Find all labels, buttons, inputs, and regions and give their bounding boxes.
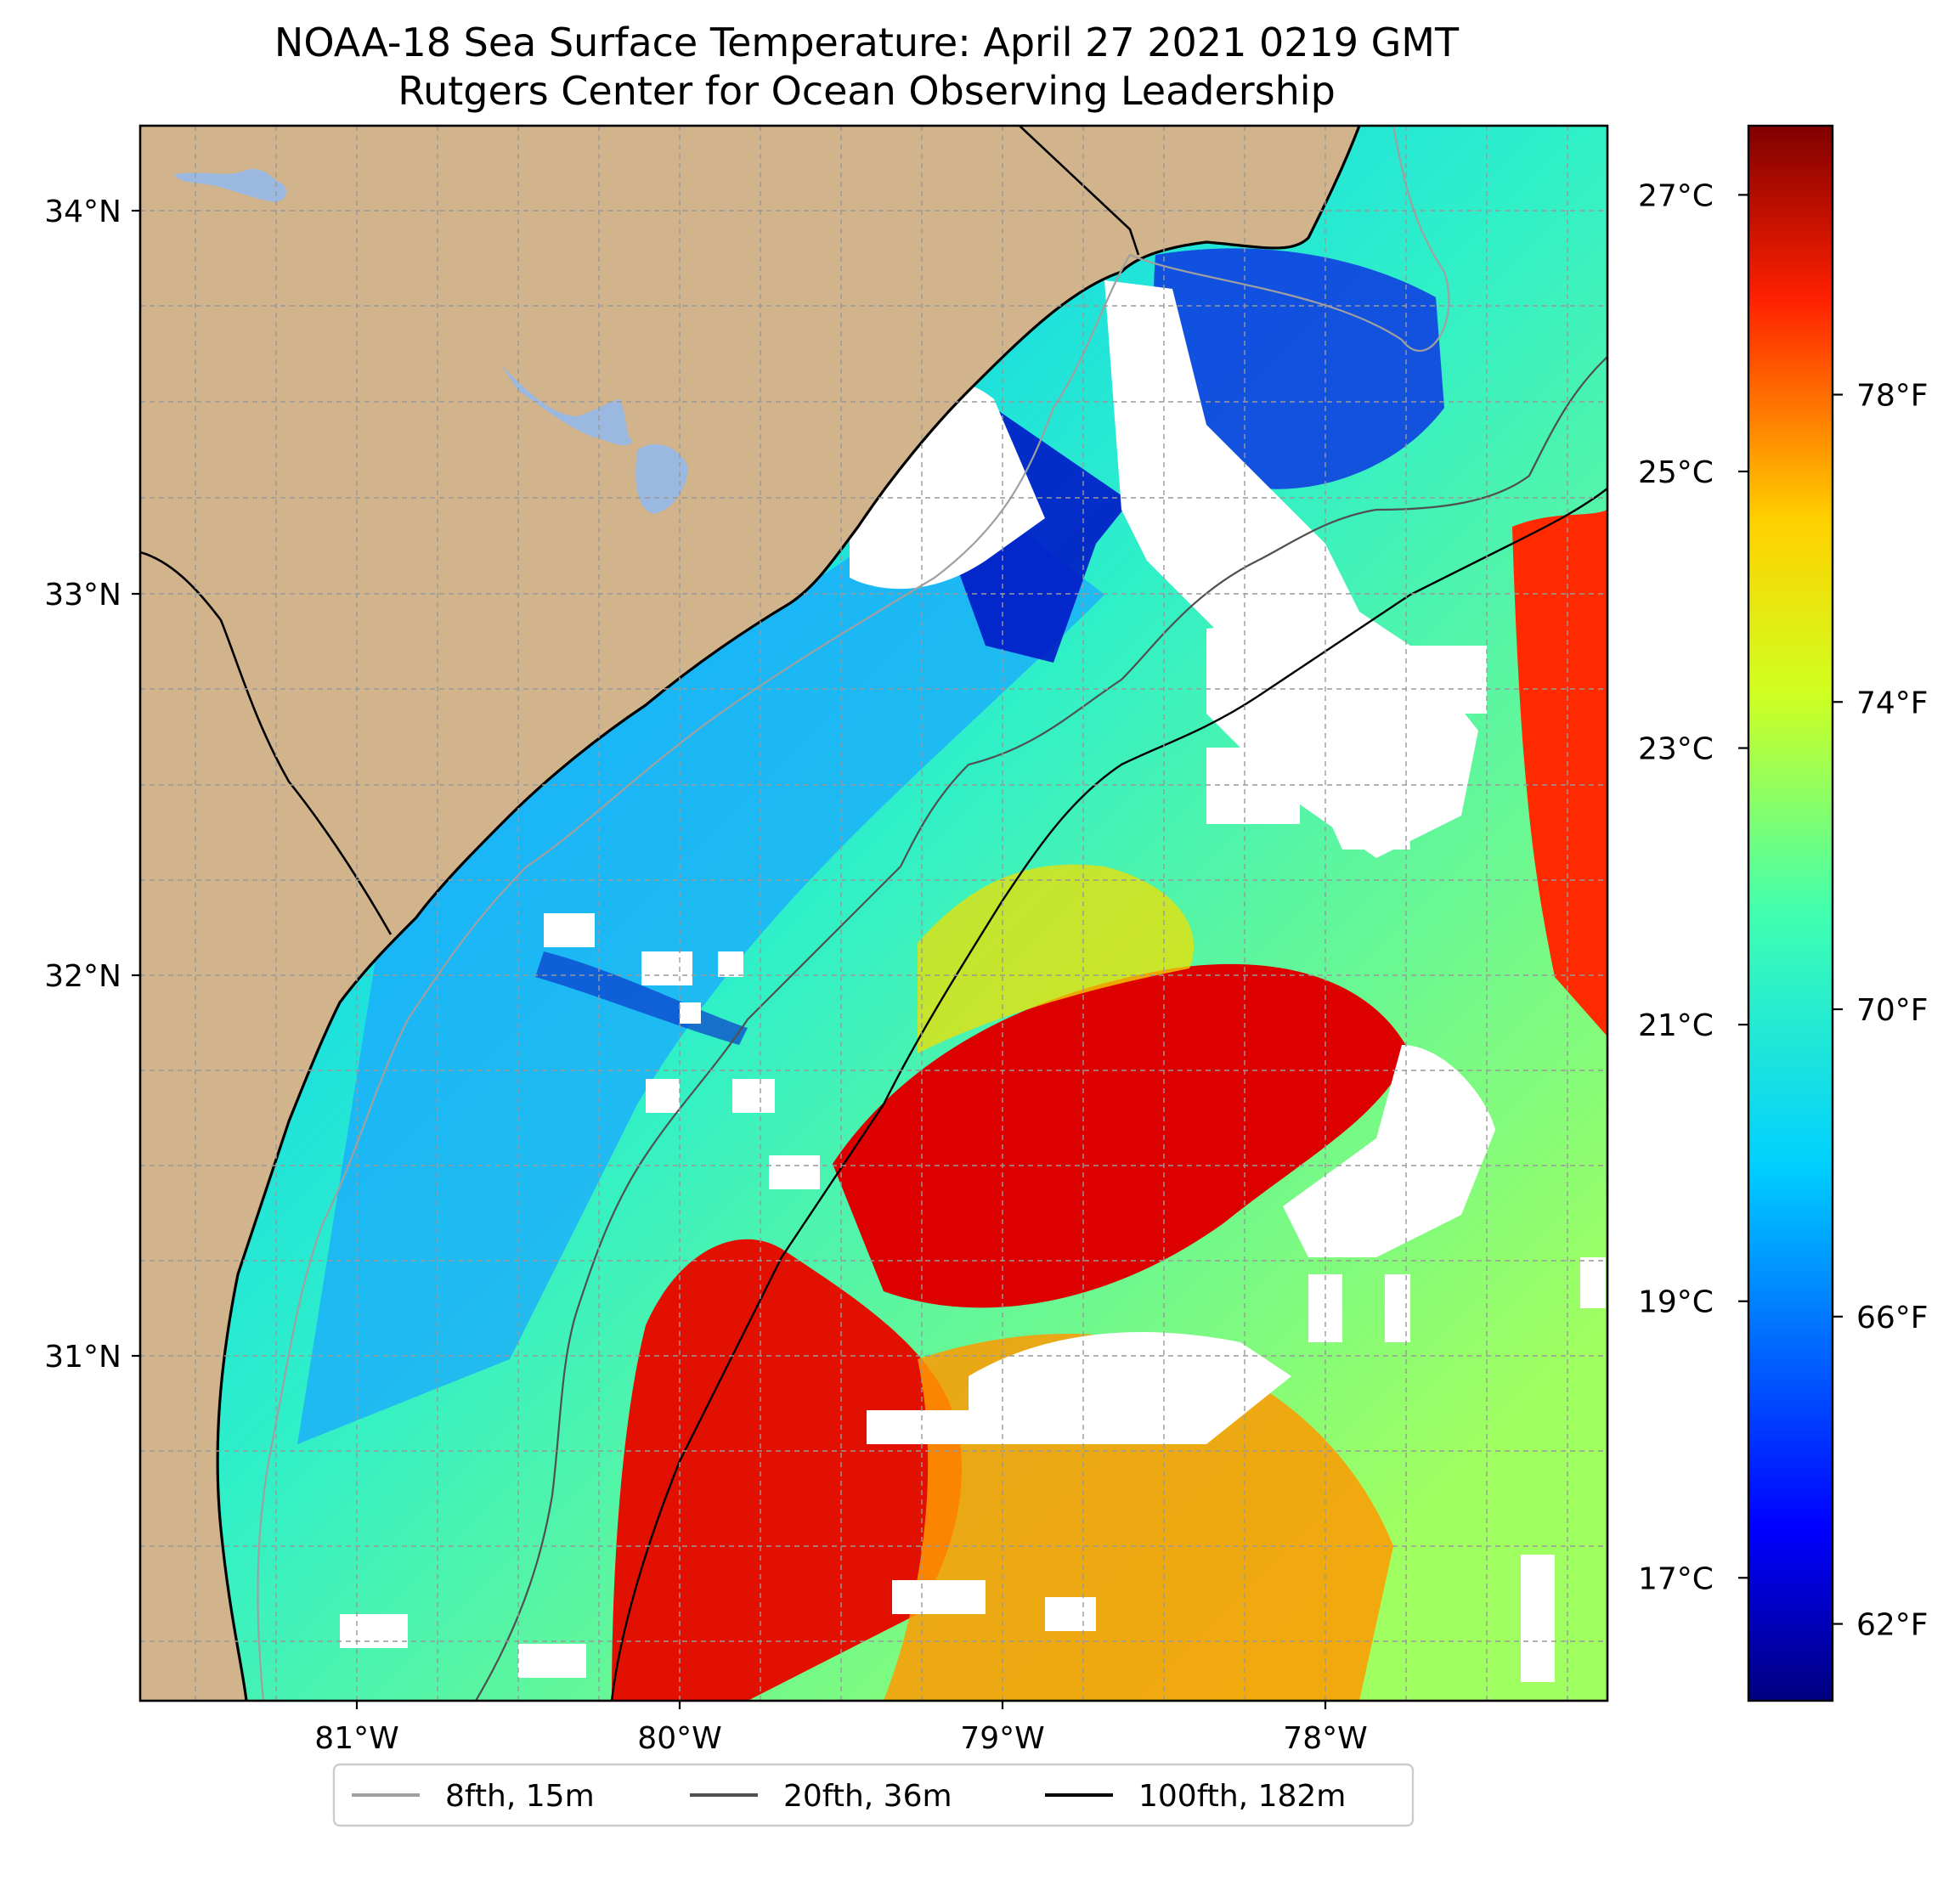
colorbar-celsius-ticks: 27°C 25°C 23°C 21°C 19°C 17°C	[1638, 178, 1748, 1596]
sst-warm-plume-center	[833, 963, 1410, 1308]
lon-axis	[355, 1701, 1327, 1709]
title-line-2: Rutgers Center for Ocean Observing Leade…	[398, 68, 1336, 114]
lat-label-34: 34°N	[44, 195, 121, 229]
map-frame	[138, 124, 1609, 1702]
lon-label-79: 79°W	[960, 1721, 1044, 1756]
celsius-tick-label-1: 25°C	[1638, 455, 1714, 490]
title-line-1: NOAA-18 Sea Surface Temperature: April 2…	[274, 20, 1460, 65]
sst-warm-plume-south	[612, 1239, 963, 1701]
fahrenheit-tick-label-3: 66°F	[1856, 1301, 1929, 1335]
sst-nearshore-cool-band	[297, 476, 1104, 1444]
celsius-tick-label-3: 21°C	[1638, 1008, 1714, 1043]
lat-label-31: 31°N	[44, 1340, 121, 1375]
map-area[interactable]	[140, 126, 1607, 1701]
land	[140, 126, 1359, 1701]
sst-cold-patch-north	[1154, 248, 1444, 489]
lat-axis	[132, 209, 140, 1358]
legend-label-100fth: 100fth, 182m	[1138, 1779, 1346, 1814]
colorbar-gradient	[1747, 124, 1834, 1702]
celsius-tick-label-0: 27°C	[1638, 178, 1714, 213]
fahrenheit-tick-label-0: 78°F	[1856, 379, 1929, 414]
legend-label-20fth: 20fth, 36m	[783, 1779, 952, 1814]
lon-label-78: 78°W	[1283, 1721, 1367, 1756]
sst-gulf-stream-east	[1512, 510, 1607, 1036]
contour-8fth	[257, 126, 1450, 1701]
sst-yellow-front	[918, 864, 1195, 1053]
lake-moultrie	[635, 443, 688, 514]
legend: 8fth, 15m 20fth, 36m 100fth, 182m	[332, 1763, 1415, 1827]
state-boundary-west	[140, 550, 393, 935]
lon-label-80: 80°W	[637, 1721, 721, 1756]
legend-label-8fth: 8fth, 15m	[445, 1779, 595, 1814]
fahrenheit-tick-label-4: 62°F	[1856, 1608, 1929, 1643]
lon-label-81: 81°W	[314, 1721, 398, 1756]
state-boundary-north	[1019, 126, 1140, 256]
legend-frame	[332, 1763, 1415, 1827]
lake-marion	[501, 365, 633, 446]
graticule	[140, 126, 1607, 1701]
contour-20fth	[475, 356, 1607, 1701]
lat-label-32: 32°N	[44, 959, 121, 994]
celsius-tick-label-2: 23°C	[1638, 732, 1714, 767]
coastline	[216, 126, 1361, 1701]
fahrenheit-tick-label-2: 70°F	[1856, 993, 1929, 1028]
colorbar-fahrenheit-ticks: 78°F 74°F 70°F 66°F 62°F	[1833, 379, 1929, 1643]
celsius-tick-label-5: 17°C	[1638, 1561, 1714, 1596]
colorbar: 27°C 25°C 23°C 21°C 19°C 17°C 78°F 74°F 70°F 66°…	[1638, 124, 1929, 1702]
cloud-mask	[340, 280, 1606, 1682]
lake-north	[174, 168, 286, 202]
fahrenheit-tick-label-1: 74°F	[1856, 686, 1929, 720]
lat-label-33: 33°N	[44, 578, 121, 613]
contour-100fth	[610, 488, 1607, 1701]
celsius-tick-label-4: 19°C	[1638, 1285, 1714, 1320]
